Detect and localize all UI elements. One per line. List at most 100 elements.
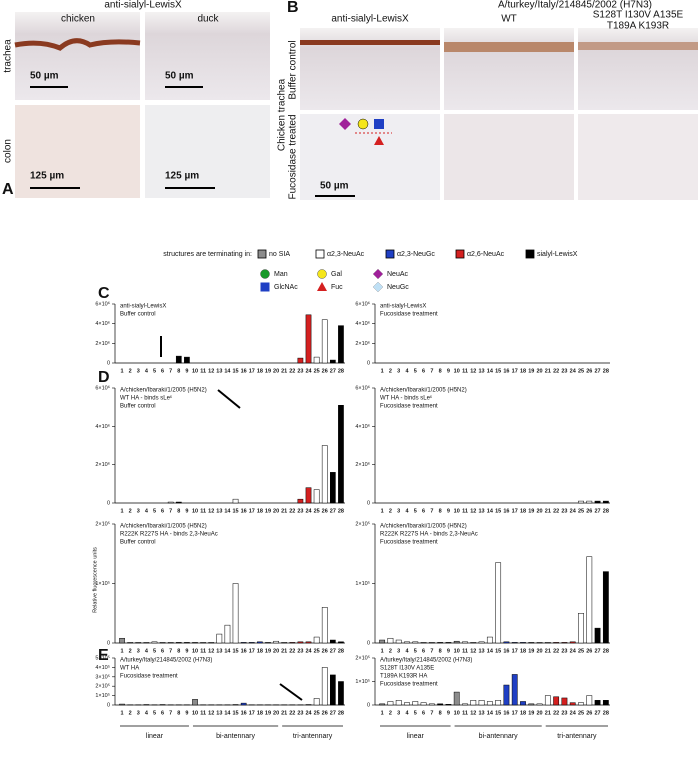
x-tick-label: 3 — [137, 508, 140, 514]
bar — [495, 700, 502, 706]
x-tick-label: 25 — [578, 648, 584, 654]
bar — [594, 700, 601, 706]
micrograph — [578, 28, 698, 110]
bar — [486, 636, 493, 644]
legend-label: α2,6-NeuAc — [467, 251, 505, 258]
x-tick-label: 9 — [447, 508, 450, 514]
legend-label: α2,3-NeuAc — [327, 251, 365, 258]
y-tick-label: 6×10⁶ — [95, 384, 110, 391]
tissue-label: Chicken trachea — [277, 78, 288, 151]
bar — [578, 613, 584, 644]
x-tick-label: 13 — [479, 710, 485, 716]
x-tick-label: 27 — [330, 368, 336, 374]
bar — [127, 642, 134, 644]
x-tick-label: 10 — [454, 710, 460, 716]
x-tick-label: 21 — [545, 368, 551, 374]
y-tick-label: 2×10⁶ — [95, 461, 110, 468]
x-tick-label: 10 — [192, 508, 198, 514]
x-tick-label: 25 — [314, 648, 320, 654]
bar — [305, 641, 312, 644]
x-tick-label: 24 — [305, 710, 312, 716]
bar — [167, 642, 174, 644]
bar — [379, 703, 386, 706]
symbol — [317, 269, 327, 279]
x-tick-label: 19 — [265, 648, 271, 654]
x-tick-label: 24 — [570, 368, 577, 374]
x-tick-label: 4 — [405, 710, 409, 716]
x-tick-label: 5 — [153, 710, 156, 716]
x-tick-label: 2 — [129, 508, 132, 514]
x-tick-label: 17 — [249, 710, 255, 716]
symbol-label: Fuc — [331, 284, 343, 291]
y-tick-label: 1×10⁵ — [355, 678, 370, 685]
x-tick-label: 20 — [537, 368, 543, 374]
micrograph — [15, 12, 140, 100]
y-tick-label: 0 — [367, 640, 370, 646]
y-tick-label: 6×10⁶ — [95, 300, 110, 307]
x-tick-label: 9 — [447, 368, 450, 374]
bar — [151, 641, 158, 644]
x-tick-label: 18 — [257, 710, 263, 716]
x-tick-label: 12 — [208, 648, 214, 654]
y-axis-title: Relative fluorescence units — [92, 547, 98, 613]
chart-label: anti-sialyl-LewisX — [380, 304, 426, 310]
x-tick-label: 21 — [545, 710, 551, 716]
chart-label: Buffer control — [120, 540, 156, 546]
chart-label: S128T I130V A135E — [380, 666, 434, 672]
x-tick-label: 8 — [439, 648, 442, 654]
legend-label: α2,3-NeuGc — [397, 251, 435, 258]
bar — [395, 700, 402, 706]
x-tick-label: 18 — [257, 648, 263, 654]
x-tick-label: 1 — [381, 710, 384, 716]
x-tick-label: 20 — [273, 710, 279, 716]
y-tick-label: 0 — [367, 702, 370, 708]
x-tick-label: 15 — [232, 648, 238, 654]
legend-swatch — [315, 249, 325, 259]
panel-title: A/turkey/Italy/214845/2002 (H7N3) — [498, 0, 652, 11]
bar — [453, 691, 460, 706]
row-label: Fucosidase treated — [288, 114, 299, 199]
x-tick-label: 3 — [137, 368, 140, 374]
chart-label: WT HA - binds sLeˣ — [380, 396, 432, 402]
symbol — [317, 282, 327, 291]
x-tick-label: 22 — [289, 508, 295, 514]
x-tick-label: 8 — [439, 508, 442, 514]
bar — [321, 667, 328, 706]
x-tick-label: 12 — [208, 368, 214, 374]
bar — [528, 703, 535, 706]
x-tick-label: 11 — [200, 508, 206, 514]
symbol-label: NeuAc — [387, 271, 409, 278]
bar — [511, 642, 518, 644]
x-tick-label: 20 — [537, 710, 543, 716]
bar — [553, 642, 560, 644]
bar — [536, 703, 543, 706]
x-tick-label: 14 — [487, 648, 494, 654]
x-tick-label: 13 — [216, 648, 222, 654]
x-tick-label: 19 — [528, 710, 534, 716]
x-tick-label: 13 — [216, 508, 222, 514]
x-tick-label: 21 — [281, 710, 287, 716]
symbol — [372, 268, 384, 280]
y-tick-label: 5×10⁵ — [95, 654, 110, 661]
y-tick-label: 1×10⁵ — [355, 580, 370, 587]
bar — [602, 700, 609, 706]
x-tick-label: 6 — [422, 648, 425, 654]
x-tick-label: 28 — [603, 710, 609, 716]
x-tick-label: 11 — [200, 368, 206, 374]
bar — [224, 624, 231, 644]
y-tick-label: 2×10⁵ — [355, 520, 370, 527]
x-tick-label: 23 — [561, 368, 567, 374]
bar — [602, 571, 609, 644]
x-tick-label: 27 — [595, 508, 601, 514]
y-tick-label: 6×10⁶ — [355, 384, 370, 391]
bar — [586, 695, 593, 706]
x-tick-label: 8 — [177, 508, 180, 514]
legend-swatch — [455, 249, 465, 259]
x-tick-label: 21 — [281, 648, 287, 654]
panel-title: anti-sialyl-LewisX — [104, 0, 182, 11]
bar — [119, 637, 125, 644]
bar — [486, 701, 493, 706]
x-tick-label: 25 — [314, 710, 320, 716]
bar — [313, 489, 320, 504]
x-tick-label: 8 — [177, 648, 180, 654]
